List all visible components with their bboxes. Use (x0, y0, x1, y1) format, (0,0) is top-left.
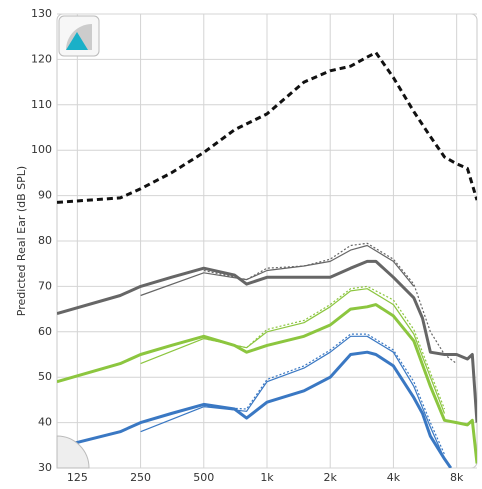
y-tick-label: 80 (38, 234, 52, 247)
y-tick-label: 50 (38, 370, 52, 383)
series-line (203, 285, 446, 410)
icon (58, 15, 100, 57)
series-line (140, 244, 415, 297)
x-tick-label: 2k (324, 471, 338, 484)
y-tick-label: 130 (31, 7, 52, 20)
lines (57, 51, 477, 468)
series-line (140, 288, 446, 414)
y-tick-label: 120 (31, 52, 52, 65)
series-line (203, 242, 457, 365)
y-tick-label: 100 (31, 143, 52, 156)
x-tick-label: 125 (67, 471, 88, 484)
x-tick-label: 500 (193, 471, 214, 484)
y-tick-label: 110 (31, 98, 52, 111)
y-tick-label: 90 (38, 189, 52, 202)
x-tick-label: 1k (260, 471, 274, 484)
series-line (57, 303, 477, 464)
x-tick-label: 4k (387, 471, 401, 484)
series-line (140, 335, 446, 460)
series-line (57, 259, 477, 423)
series-line (57, 51, 477, 204)
series-line (65, 350, 453, 468)
y-tick-label: 70 (38, 279, 52, 292)
corner-decor (56, 435, 90, 469)
y-axis-title: Predicted Real Ear (dB SPL) (15, 166, 28, 316)
y-tick-label: 60 (38, 325, 52, 338)
x-tick-label: 8k (450, 471, 464, 484)
y-tick-label: 40 (38, 416, 52, 429)
icon-front (66, 32, 88, 50)
grid (57, 13, 477, 469)
y-tick-label: 30 (38, 461, 52, 474)
x-tick-label: 250 (130, 471, 151, 484)
